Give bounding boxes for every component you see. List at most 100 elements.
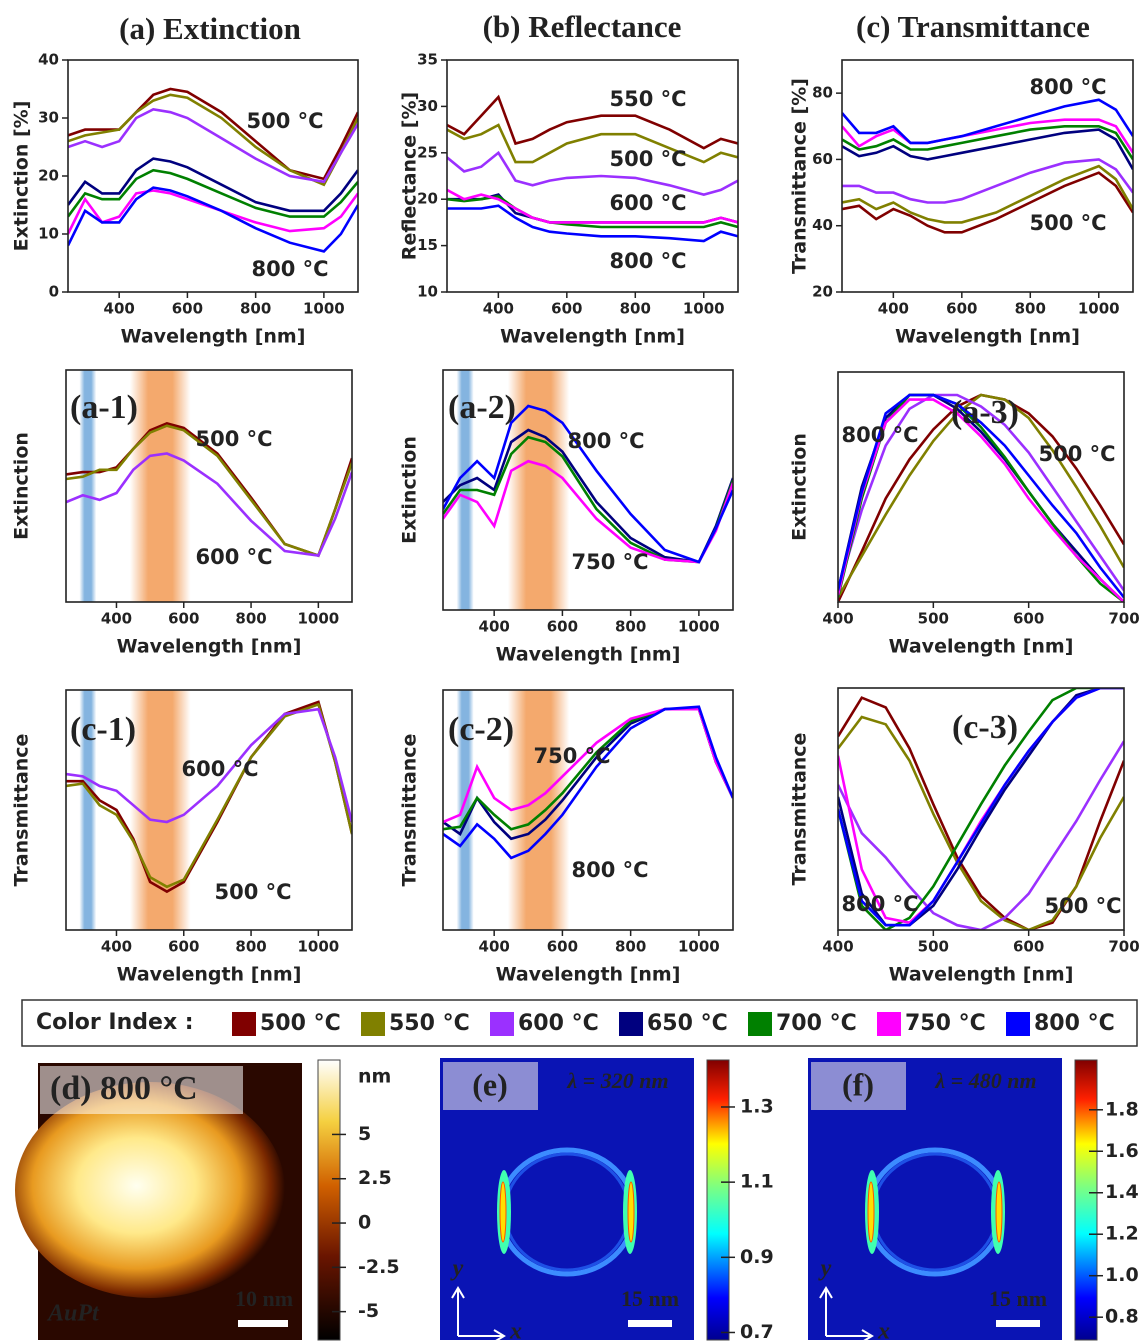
y-axis-label: Transmittance — [789, 733, 811, 886]
hot-core — [628, 1182, 634, 1242]
series-line — [68, 191, 358, 235]
annotation: 800 °C — [609, 249, 686, 273]
caption: AuPt — [46, 1301, 100, 1327]
x-tick-label: 400 — [479, 938, 510, 956]
annotation: 800 °C — [841, 892, 918, 916]
colorbar — [1075, 1060, 1097, 1340]
legend-label: 700 °C — [776, 1011, 857, 1036]
axis-y: y — [450, 1256, 464, 1282]
x-tick-label: 400 — [878, 300, 909, 318]
annotation: 500 °C — [214, 880, 291, 904]
hot-core — [500, 1182, 506, 1242]
legend-swatch — [361, 1012, 385, 1036]
x-tick-label: 600 — [946, 300, 977, 318]
series-line — [842, 159, 1133, 202]
legend-title: Color Index : — [36, 1010, 194, 1035]
scale-bar-label: 15 nm — [621, 1286, 679, 1311]
annotation: 750 °C — [571, 550, 648, 574]
annotation: 500 °C — [246, 109, 323, 133]
y-tick-label: 30 — [38, 109, 59, 127]
y-axis-label: Extinction — [399, 436, 421, 544]
x-tick-label: 600 — [1013, 610, 1044, 628]
chart-title: (a-3) — [951, 394, 1019, 431]
annotation: 800 °C — [251, 257, 328, 281]
colorbar-tick-label: 0 — [358, 1212, 371, 1234]
annotation: 600 °C — [181, 757, 258, 781]
y-tick-label: 20 — [38, 167, 59, 185]
chart-title: (c-1) — [70, 711, 136, 748]
x-axis-label: Wavelength [nm] — [117, 964, 302, 986]
x-tick-label: 600 — [547, 618, 578, 636]
y-tick-label: 0 — [49, 283, 59, 301]
chart-title: (a) Extinction — [119, 11, 301, 46]
chart-title: (c) Transmittance — [856, 9, 1090, 44]
annotation: 500 °C — [1029, 211, 1106, 235]
annotation: 600 °C — [609, 191, 686, 215]
x-tick-label: 400 — [822, 610, 853, 628]
legend-swatch — [748, 1012, 772, 1036]
axis-y: y — [818, 1256, 832, 1282]
annotation: 800 °C — [567, 429, 644, 453]
colorbar-tick-label: 1.4 — [1105, 1181, 1139, 1203]
x-axis-label: Wavelength [nm] — [121, 326, 306, 348]
legend-label: 800 °C — [1034, 1011, 1115, 1036]
x-tick-label: 1000 — [297, 938, 339, 956]
annotation: 550 °C — [609, 87, 686, 111]
x-tick-label: 500 — [918, 610, 949, 628]
figure: Color Index : 4006008001000010203040Wave… — [0, 0, 1143, 1343]
colorbar-tick-label: -5 — [358, 1300, 379, 1322]
scale-bar — [238, 1320, 288, 1327]
x-tick-label: 800 — [1015, 300, 1046, 318]
x-tick-label: 600 — [551, 300, 582, 318]
y-tick-label: 80 — [812, 84, 833, 102]
chart-title: (a-2) — [448, 389, 516, 426]
colorbar-tick-label: 1.6 — [1105, 1140, 1139, 1162]
wavelength: λ = 480 nm — [934, 1068, 1036, 1093]
x-tick-label: 500 — [918, 938, 949, 956]
colorbar-tick-label: 1.3 — [740, 1095, 774, 1117]
x-tick-label: 400 — [101, 938, 132, 956]
x-tick-label: 700 — [1108, 610, 1139, 628]
colorbar — [707, 1060, 729, 1340]
x-tick-label: 400 — [479, 618, 510, 636]
x-axis-label: Wavelength [nm] — [889, 636, 1074, 658]
legend-label: 550 °C — [389, 1011, 470, 1036]
x-tick-label: 800 — [620, 300, 651, 318]
annotation: 500 °C — [1038, 442, 1115, 466]
highlight-band — [130, 370, 191, 602]
x-tick-label: 1000 — [678, 938, 720, 956]
x-tick-label: 600 — [547, 938, 578, 956]
x-tick-label: 1000 — [683, 300, 725, 318]
x-tick-label: 800 — [235, 610, 266, 628]
legend-label: 750 °C — [905, 1011, 986, 1036]
chart-title: (c-3) — [952, 709, 1018, 746]
y-axis-label: Extinction [%] — [11, 101, 33, 252]
colorbar-tick-label: 0.9 — [740, 1246, 774, 1268]
y-tick-label: 10 — [38, 225, 59, 243]
x-tick-label: 1000 — [1078, 300, 1120, 318]
x-tick-label: 600 — [172, 300, 203, 318]
hot-core — [868, 1182, 874, 1242]
chart-title: (b) Reflectance — [483, 9, 682, 44]
colorbar-title: nm — [358, 1066, 391, 1088]
x-axis-label: Wavelength [nm] — [889, 964, 1074, 986]
colorbar-tick-label: 1.2 — [1105, 1223, 1139, 1245]
series-line — [68, 159, 358, 211]
series-line — [842, 130, 1133, 170]
scale-bar — [996, 1320, 1040, 1327]
x-tick-label: 600 — [168, 938, 199, 956]
x-tick-label: 800 — [235, 938, 266, 956]
y-tick-label: 20 — [812, 283, 833, 301]
colorbar-tick-label: -2.5 — [358, 1256, 400, 1278]
colorbar-tick-label: 5 — [358, 1123, 371, 1145]
y-axis-label: Extinction — [789, 433, 811, 541]
annotation: 500 °C — [1044, 894, 1121, 918]
hot-core — [996, 1182, 1002, 1242]
y-axis-label: Transmittance — [399, 734, 421, 887]
y-axis-label: Transmittance [%] — [789, 78, 811, 274]
annotation: 500 °C — [609, 147, 686, 171]
chart-title: (c-2) — [448, 711, 514, 748]
axis-x: x — [877, 1319, 890, 1343]
colorbar-tick-label: 0.8 — [1105, 1306, 1139, 1328]
colorbar-tick-label: 2.5 — [358, 1167, 392, 1189]
